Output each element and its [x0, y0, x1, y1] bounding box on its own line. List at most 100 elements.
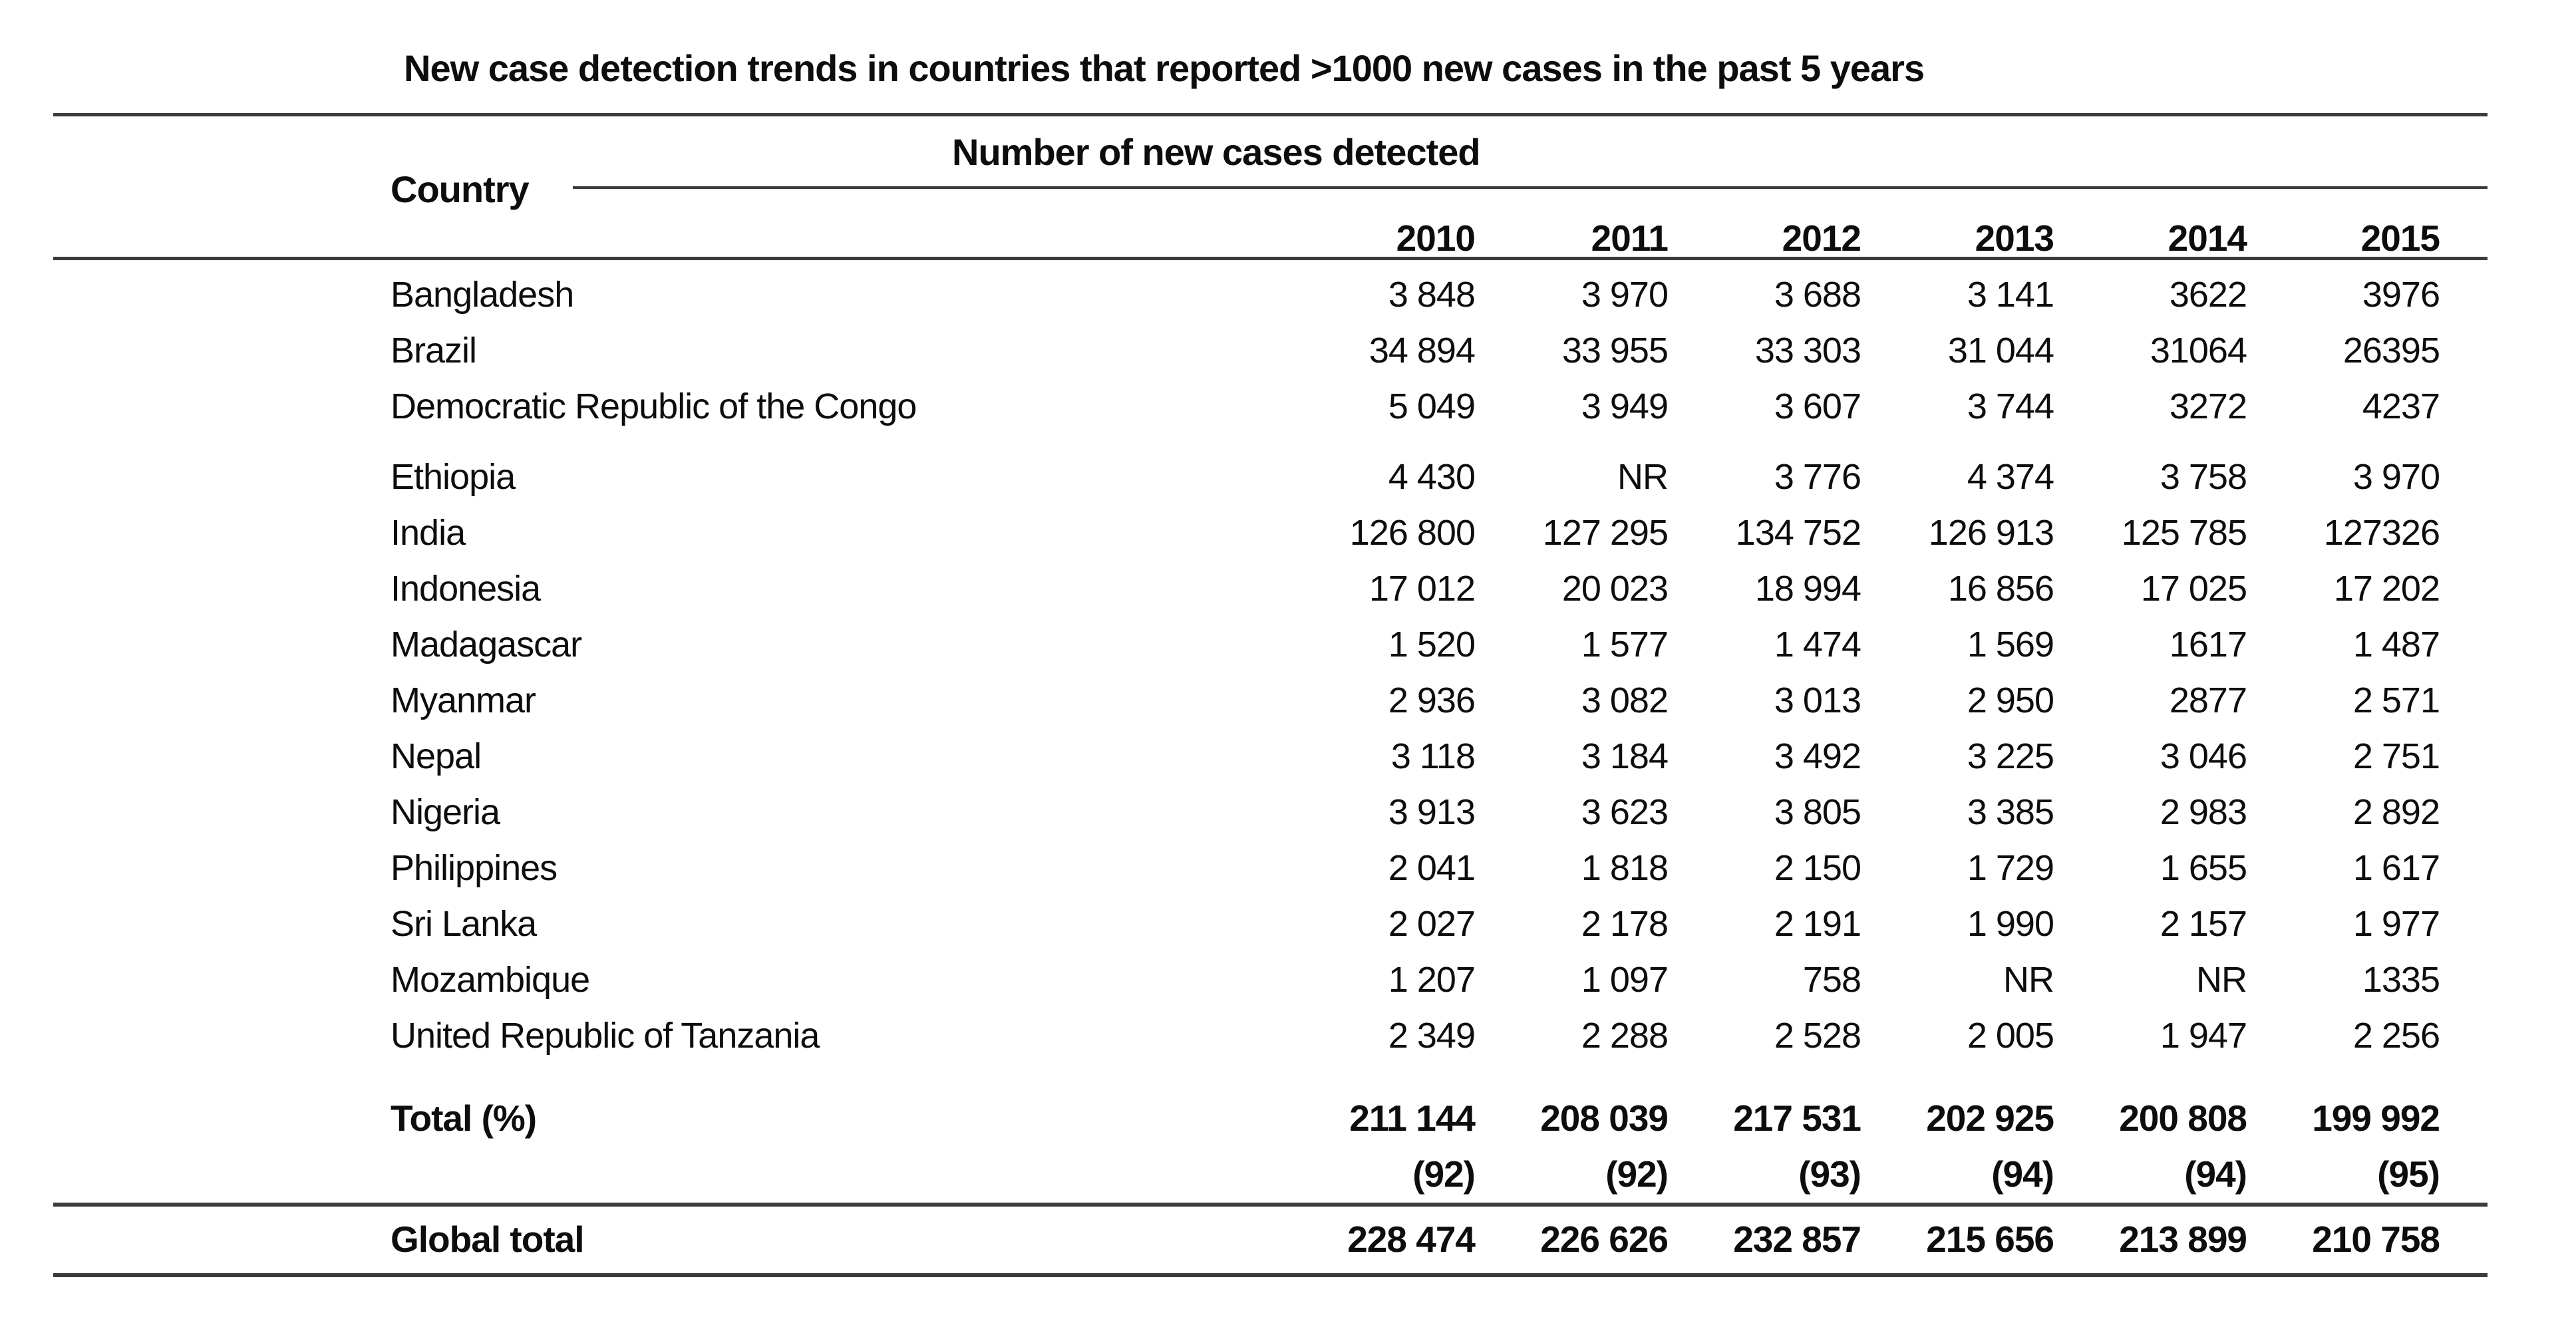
percent-value-cell: (92) [1412, 1153, 1476, 1195]
percent-value-cell: (94) [2184, 1153, 2247, 1195]
value-cell: 3 492 [1774, 736, 1861, 776]
value-cell: NR [2003, 960, 2054, 1000]
value-cell: 134 752 [1735, 513, 1861, 553]
value-cell: 2 157 [2160, 904, 2247, 944]
value-cell: 3 970 [1581, 275, 1669, 315]
value-cell: 2 191 [1774, 904, 1861, 944]
value-cell: 3 913 [1388, 792, 1476, 832]
country-name: Mozambique [391, 960, 590, 1000]
value-cell: 1 097 [1581, 960, 1669, 1000]
value-cell: 4237 [2362, 386, 2440, 426]
value-cell: 1 818 [1581, 848, 1669, 888]
value-cell: 758 [1802, 960, 1861, 1000]
value-cell: 1335 [2362, 960, 2440, 1000]
country-name: Madagascar [391, 625, 582, 664]
value-cell: 34 894 [1368, 331, 1476, 370]
value-cell: 127326 [2323, 513, 2440, 553]
global-value-cell: 213 899 [2119, 1219, 2247, 1260]
value-cell: 1 977 [2352, 904, 2440, 944]
country-name: Nigeria [391, 792, 500, 832]
global-value-cell: 232 857 [1733, 1219, 1861, 1260]
global-total-label: Global total [391, 1219, 585, 1260]
value-cell: 3 744 [1967, 386, 2054, 426]
value-cell: 33 303 [1754, 331, 1861, 370]
value-cell: 2 571 [2352, 680, 2440, 720]
table-row: Sri Lanka 2 027 2 178 2 191 1 990 2 157 1 977 [0, 896, 2576, 952]
value-cell: 2 178 [1581, 904, 1669, 944]
value-cell: 3 805 [1774, 792, 1861, 832]
value-cell: 2 256 [2352, 1016, 2440, 1056]
value-cell: 5 049 [1388, 386, 1476, 426]
rule-under-group-header [573, 186, 2488, 189]
value-cell: 3622 [2169, 275, 2247, 315]
table-body: Bangladesh 3 848 3 970 3 688 3 141 3622 3976 Br… [0, 259, 2576, 1202]
value-cell: 3 184 [1581, 736, 1669, 776]
value-cell: 126 800 [1349, 513, 1476, 553]
total-value-cell: 217 531 [1733, 1098, 1861, 1139]
year-header: 2011 [1591, 218, 1669, 259]
value-cell: 3 385 [1967, 792, 2054, 832]
value-cell: 2 751 [2352, 736, 2440, 776]
year-header: 2013 [1975, 218, 2054, 259]
country-name: Nepal [391, 736, 482, 776]
value-cell: 1 577 [1581, 625, 1669, 664]
value-cell: 3 848 [1388, 275, 1476, 315]
table-row: Myanmar 2 936 3 082 3 013 2 950 2877 2 571 [0, 672, 2576, 728]
value-cell: 2 936 [1388, 680, 1476, 720]
value-cell: 3 225 [1967, 736, 2054, 776]
value-cell: 16 856 [1947, 569, 2054, 609]
total-value-cell: 199 992 [2312, 1098, 2440, 1139]
value-cell: NR [1617, 457, 1669, 497]
value-cell: 31064 [2150, 331, 2247, 370]
value-cell: 3 118 [1390, 736, 1476, 776]
total-value-cell: 211 144 [1349, 1098, 1476, 1139]
value-cell: 2 027 [1388, 904, 1476, 944]
value-cell: 125 785 [2121, 513, 2247, 553]
value-cell: 1 569 [1967, 625, 2054, 664]
table-row: Democratic Republic of the Congo 5 049 3 9… [0, 378, 2576, 434]
total-label: Total (%) [391, 1098, 537, 1139]
value-cell: 31 044 [1947, 331, 2054, 370]
value-cell: 1 487 [2352, 625, 2440, 664]
rule-above-global-total [53, 1203, 2488, 1207]
year-header: 2015 [2360, 218, 2440, 259]
table-row: Brazil 34 894 33 955 33 303 31 044 31064 26395 [0, 323, 2576, 378]
value-cell: 26395 [2342, 331, 2440, 370]
value-cell: NR [2196, 960, 2247, 1000]
rule-bottom [53, 1273, 2488, 1277]
column-group-header: Number of new cases detected [952, 131, 1481, 173]
table-row: Mozambique 1 207 1 097 758 NR NR 1335 [0, 952, 2576, 1008]
value-cell: 3 623 [1581, 792, 1669, 832]
value-cell: 2 950 [1967, 680, 2054, 720]
value-cell: 17 025 [2140, 569, 2247, 609]
value-cell: 2 041 [1388, 848, 1476, 888]
country-name: Philippines [391, 848, 558, 888]
table-row: Nigeria 3 913 3 623 3 805 3 385 2 983 2 892 [0, 784, 2576, 840]
value-cell: 17 012 [1368, 569, 1476, 609]
year-header: 2014 [2168, 218, 2247, 259]
table-row: Philippines 2 041 1 818 2 150 1 729 1 655 1 61… [0, 840, 2576, 896]
value-cell: 1 947 [2160, 1016, 2247, 1056]
value-cell: 18 994 [1754, 569, 1861, 609]
country-name: India [391, 513, 466, 553]
year-header-row: 2010 2011 2012 2013 2014 2015 [0, 210, 2576, 266]
rule-header-bottom [53, 257, 2488, 260]
value-cell: 3 607 [1774, 386, 1861, 426]
country-name: Myanmar [391, 680, 536, 720]
year-header: 2010 [1396, 218, 1476, 259]
value-cell: 3 776 [1774, 457, 1861, 497]
table-row: Nepal 3 118 3 184 3 492 3 225 3 046 2 751 [0, 728, 2576, 784]
total-row: Total (%) 211 144 208 039 217 531 202 925 200… [0, 1090, 2576, 1146]
value-cell: 1 655 [2160, 848, 2247, 888]
total-value-cell: 202 925 [1926, 1098, 2054, 1139]
total-value-cell: 200 808 [2119, 1098, 2247, 1139]
value-cell: 3 046 [2160, 736, 2247, 776]
year-header: 2012 [1782, 218, 1861, 259]
global-value-cell: 215 656 [1926, 1219, 2054, 1260]
value-cell: 126 913 [1928, 513, 2054, 553]
global-total-row: Global total 228 474 226 626 232 857 215 65… [0, 1209, 2576, 1269]
table-row: Ethiopia 4 430 NR 3 776 4 374 3 758 3 970 [0, 449, 2576, 505]
value-cell: 3 758 [2160, 457, 2247, 497]
total-percent-row: (92) (92) (93) (94) (94) (95) [0, 1146, 2576, 1202]
